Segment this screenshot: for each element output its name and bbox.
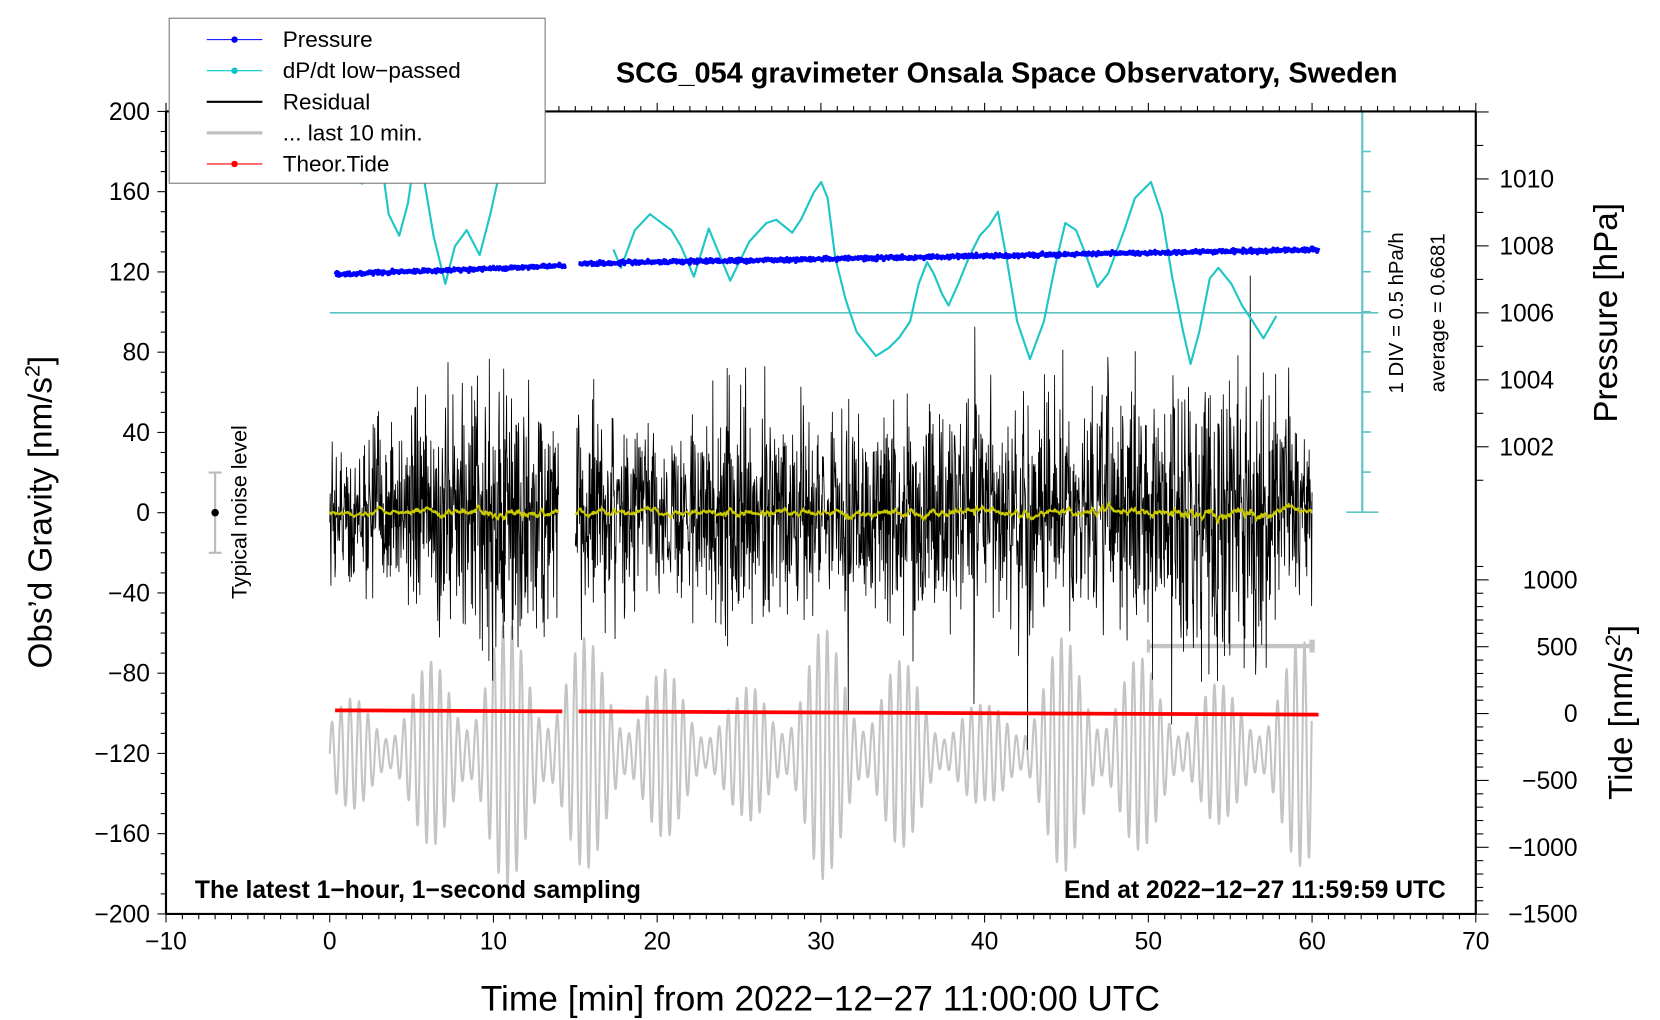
residual-smoothed-line-segment-0 <box>329 504 560 521</box>
tide-tick-label: 0 <box>1564 701 1578 728</box>
end-time-note: End at 2022−12−27 11:59:59 UTC <box>1064 877 1446 904</box>
legend-items: Pressure dP/dt low−passed Residual ... last… <box>206 27 461 176</box>
last-10-min-line <box>328 624 1313 887</box>
x-tick-label: 20 <box>643 928 670 955</box>
tide-label-text: Tide [nm/s <box>1603 646 1640 800</box>
y-axis-label-left: Obs’d Gravity [nm/s2] <box>20 356 59 669</box>
legend-label: Pressure <box>283 27 373 52</box>
pressure-line-segment-0 <box>333 261 567 278</box>
pressure-line-segment-1 <box>577 245 1321 268</box>
y-left-tick-label: −160 <box>94 821 149 848</box>
residual-line-segment-1 <box>574 275 1313 750</box>
x-tick-label: 10 <box>480 928 507 955</box>
noise-level-dot <box>211 508 219 517</box>
y-axis-label-tide: Tide [nm/s2] <box>1601 625 1640 800</box>
dpdt-average-label: average = 0.6681 <box>1428 233 1450 392</box>
x-tick-label: 0 <box>323 928 337 955</box>
tide-tick-label: −1500 <box>1508 902 1577 929</box>
chart-title: SCG_054 gravimeter Onsala Space Observat… <box>616 57 1398 89</box>
legend-label: dP/dt low−passed <box>283 58 461 83</box>
y-left-tick-label: 200 <box>109 99 150 126</box>
sampling-note: The latest 1−hour, 1−second sampling <box>195 877 641 904</box>
y-axis-label-pressure: Pressure [hPa] <box>1588 203 1625 423</box>
pressure-tick-label: 1010 <box>1499 166 1554 193</box>
y-left-tick-label: −120 <box>94 741 149 768</box>
tide-line-segment-0 <box>335 708 563 714</box>
legend-swatch-dot <box>231 160 238 168</box>
y-left-tick-label: −80 <box>108 661 150 688</box>
legend-label: Theor.Tide <box>283 151 390 176</box>
y-left-tick-label: 120 <box>109 259 150 286</box>
legend: Pressure dP/dt low−passed Residual ... last… <box>168 17 546 184</box>
y-left-label-sup: 2 <box>20 365 44 377</box>
residual-line-segment-0 <box>329 358 559 681</box>
dpdt-line-segment-1 <box>612 180 1278 366</box>
x-tick-label: 30 <box>807 928 834 955</box>
pressure-tick-label: 1002 <box>1499 434 1554 461</box>
y-left-tick-label: 80 <box>123 340 150 367</box>
y-left-tick-label: 160 <box>109 179 150 206</box>
residual-smoothed-line-segment-1 <box>574 501 1313 525</box>
y-left-label-close: ] <box>22 356 59 365</box>
x-tick-label: 40 <box>971 928 998 955</box>
x-tick-label: −10 <box>145 928 187 955</box>
x-axis-label: Time [min] from 2022−12−27 11:00:00 UTC <box>481 979 1160 1018</box>
y-left-tick-label: −40 <box>108 580 150 607</box>
y-left-tick-label: 40 <box>123 420 150 447</box>
legend-swatch-dot <box>231 67 238 74</box>
dpdt-div-label: 1 DIV = 0.5 hPa/h <box>1386 232 1408 393</box>
tide-tick-label: 1000 <box>1523 567 1578 594</box>
tide-tick-label: −1000 <box>1508 835 1577 862</box>
y-left-label-text: Obs’d Gravity [nm/s <box>22 377 59 668</box>
tide-label-sup: 2 <box>1601 634 1625 646</box>
x-tick-label: 70 <box>1462 928 1489 955</box>
legend-label: ... last 10 min. <box>283 120 423 145</box>
y-left-tick-label: −200 <box>94 901 149 928</box>
y-left-tick-label: 0 <box>136 500 150 527</box>
tide-label-close: ] <box>1603 625 1640 634</box>
noise-level-label: Typical noise level <box>227 425 251 599</box>
pressure-tick-label: 1004 <box>1499 367 1554 394</box>
x-tick-label: 60 <box>1298 928 1325 955</box>
tide-line-segment-1 <box>578 709 1319 717</box>
pressure-tick-label: 1008 <box>1499 233 1554 260</box>
legend-swatch-dot <box>231 36 238 43</box>
tide-tick-label: −500 <box>1522 768 1577 795</box>
tide-tick-label: 500 <box>1536 634 1577 661</box>
legend-label: Residual <box>283 89 370 114</box>
x-tick-label: 50 <box>1135 928 1162 955</box>
pressure-tick-label: 1006 <box>1499 300 1554 327</box>
series-layer <box>208 110 1379 887</box>
